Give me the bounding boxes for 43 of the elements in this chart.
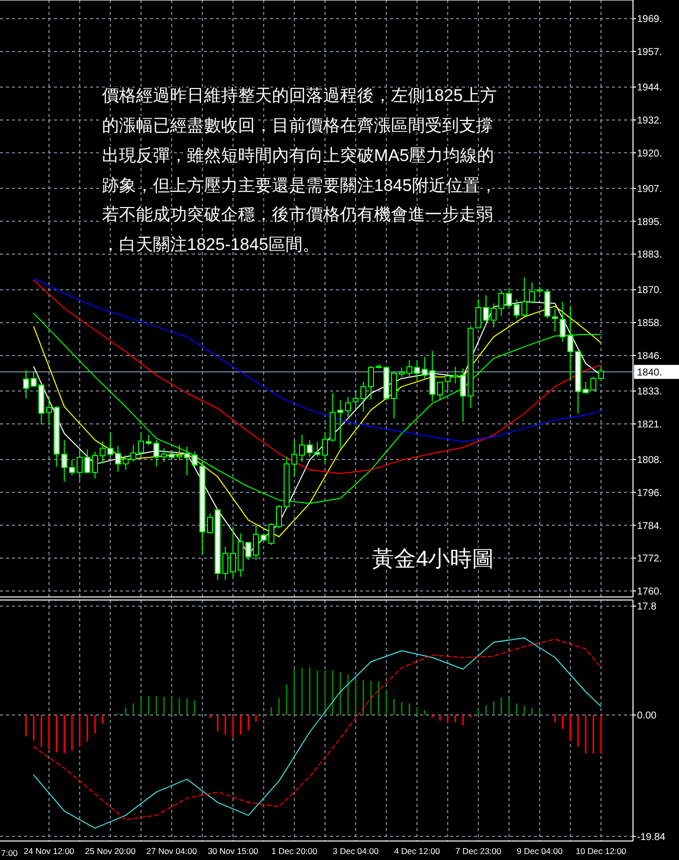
- y-tick-label: 1772.: [637, 554, 662, 565]
- y-tick-label: 1784.: [637, 520, 662, 532]
- x-tick-label: 4 Dec 12:00: [394, 846, 440, 856]
- candlestick: [552, 308, 558, 332]
- y-tick-label: 1957.: [637, 46, 662, 58]
- ref-line-label: 1840.: [637, 367, 662, 378]
- y-tick-label: 1944.: [637, 82, 662, 94]
- line-series: [33, 280, 602, 474]
- x-tick-label: 1 Dec 20:00: [271, 846, 318, 856]
- y-tick-label: 1760.: [637, 586, 662, 598]
- annotation: 價格經過昨日維持整天的回落過程後，左側1825上方: [102, 86, 497, 105]
- y-tick-label: 1821.: [637, 419, 662, 430]
- y-tick-label: 1846.: [637, 350, 662, 362]
- y-tick-label: 1870.: [637, 285, 662, 296]
- candlestick: [352, 389, 359, 410]
- y-tick-label: -19.84: [637, 832, 666, 843]
- y-tick-label: 17.8: [637, 602, 657, 613]
- x-tick-label: 27 Nov 04:00: [146, 846, 198, 856]
- y-tick-label: 1883.: [637, 250, 662, 261]
- x-tick-label: 25 Nov 20:00: [85, 846, 136, 856]
- x-tick-label: 30 Nov 15:00: [208, 846, 259, 856]
- x-tick-label: 24 Nov 12:00: [24, 846, 75, 856]
- y-tick-label: 1796.: [637, 488, 662, 499]
- y-tick-label: 0.00: [637, 710, 657, 722]
- line-series: [33, 278, 602, 442]
- x-tick-label: 7 Dec 23:00: [455, 846, 502, 856]
- x-tick-label: 9 Dec 04:00: [516, 846, 563, 856]
- y-tick-label: 1895.: [637, 216, 662, 228]
- candlestick: [444, 374, 451, 392]
- annotation: 的漲幅已經盡數收回，目前價格在齊漲區間受到支撐: [102, 116, 493, 135]
- annotation: 黃金4小時圖: [372, 546, 494, 571]
- y-tick-label: 1932.: [637, 115, 662, 126]
- y-tick-label: 1907.: [637, 184, 662, 195]
- y-tick-label: 1808.: [637, 455, 662, 466]
- x-tick-label: 3 Dec 04:00: [332, 846, 379, 856]
- text: 7:00: [1, 848, 18, 858]
- annotation: ，白天關注1825-1845區間。: [102, 235, 320, 254]
- x-tick-label: 10 Dec 12:00: [576, 846, 627, 856]
- y-tick-label: 1833.: [637, 386, 662, 398]
- y-tick-label: 1858.: [637, 318, 662, 330]
- annotation: 若不能成功突破企穩，後市價格仍有機會進一步走弱: [102, 205, 493, 224]
- y-tick-label: 1920.: [637, 148, 662, 160]
- y-tick-label: 1969.: [637, 14, 662, 26]
